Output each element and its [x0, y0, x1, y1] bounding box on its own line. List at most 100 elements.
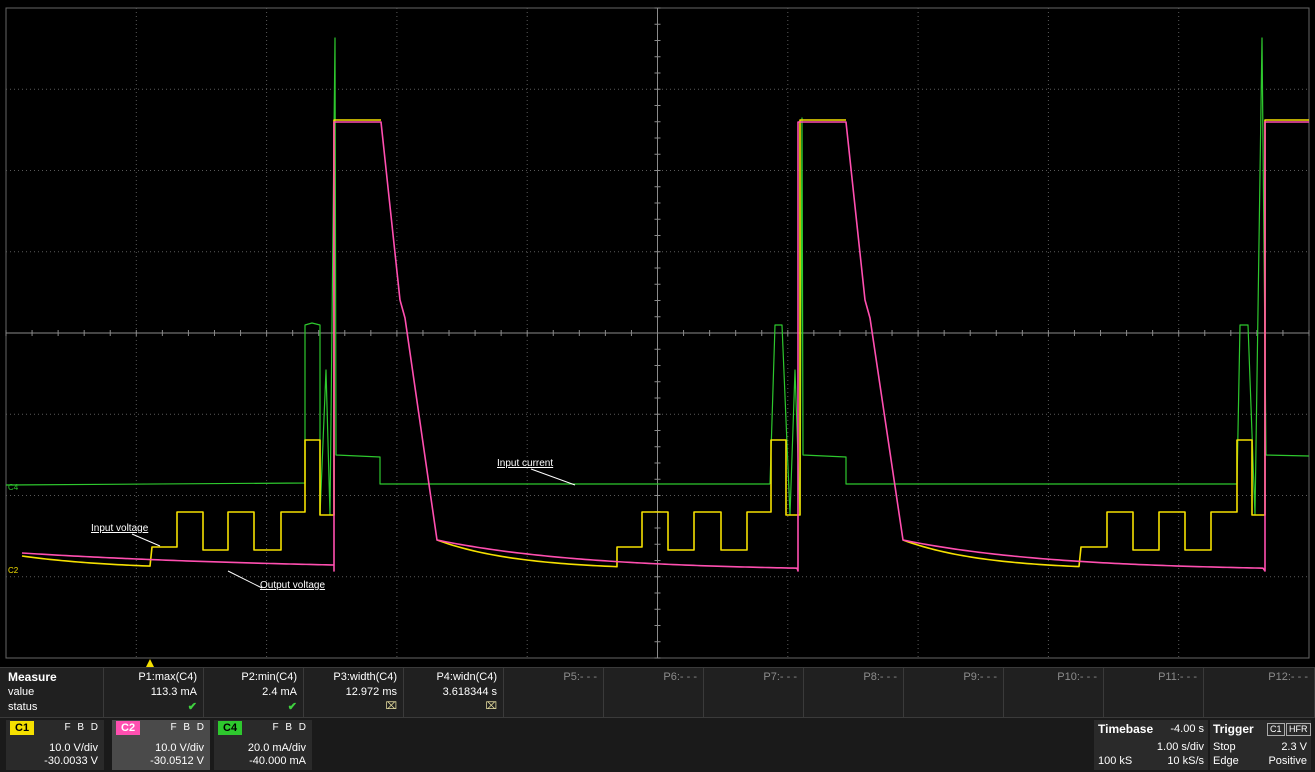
c4-level-marker[interactable]: C4 [8, 483, 19, 492]
measure-param-value [804, 685, 903, 699]
channel-c4-offset: -40.000 mA [249, 755, 306, 767]
measure-param-name: P11:- - - [1158, 671, 1197, 683]
measure-param-6[interactable]: P6:- - - [604, 668, 704, 718]
measure-param-value [1104, 685, 1203, 699]
channel-c2-descriptor[interactable]: C2 F B D 10.0 V/div -30.0512 V [112, 720, 210, 770]
c1-trace-cycle-3 [902, 119, 1309, 568]
measure-row-value-label: value [8, 686, 35, 698]
timebase-per-div: 1.00 s/div [1156, 741, 1204, 753]
channel-c4-vdiv: 20.0 mA/div [247, 742, 306, 754]
measure-param-7[interactable]: P7:- - - [704, 668, 804, 718]
measure-param-11[interactable]: P11:- - - [1104, 668, 1204, 718]
input-current-label: Input current [497, 458, 553, 469]
measure-param-status [1004, 700, 1103, 714]
measure-param-value: 2.4 mA [262, 686, 297, 698]
measure-row-status-label: status [8, 701, 38, 713]
trigger-descriptor[interactable]: Trigger C1 HFR Stop 2.3 V Edge Positive [1210, 720, 1311, 770]
input-current-leader [530, 468, 576, 486]
channel-c1-tag: C1 [10, 721, 35, 735]
measure-param-status [1204, 700, 1314, 714]
input-voltage-leader [131, 533, 161, 547]
measure-param-4[interactable]: P4:widn(C4) 3.618344 s ⌧ [404, 668, 504, 718]
measure-param-name: P8:- - - [863, 671, 897, 683]
measure-param-2[interactable]: P2:min(C4) 2.4 mA ✔ [204, 668, 304, 718]
trigger-label: Trigger [1213, 722, 1254, 736]
channel-c2-offset: -30.0512 V [150, 755, 204, 767]
channel-c4-descriptor[interactable]: C4 F B D 20.0 mA/div -40.000 mA [214, 720, 312, 770]
measure-param-status [504, 700, 603, 714]
channel-c1-vdiv: 10.0 V/div [49, 742, 98, 754]
trigger-type: Edge [1213, 755, 1239, 767]
measure-table: Measure value status P1:max(C4) 113.3 mA ✔… [0, 667, 1315, 718]
measure-param-name: P1:max(C4) [138, 671, 197, 683]
trigger-mode-tag: HFR [1286, 723, 1311, 736]
trigger-slope: Positive [1268, 755, 1307, 767]
measure-param-value: 113.3 mA [150, 686, 197, 698]
measure-param-3[interactable]: P3:width(C4) 12.972 ms ⌧ [304, 668, 404, 718]
measure-param-status: ⌧ [385, 701, 397, 712]
trigger-mode: Stop [1213, 741, 1236, 753]
measure-param-status [604, 700, 703, 714]
measure-param-status [904, 700, 1003, 714]
waveform-traces [5, 37, 1310, 572]
measure-param-status: ✔ [287, 701, 297, 713]
measure-param-status: ✔ [187, 701, 197, 713]
channel-c4-tag: C4 [218, 721, 243, 735]
channel-c4-flags: F B D [272, 722, 308, 733]
c1-trace-cycle-2 [436, 119, 846, 568]
timebase-rate: 10 kS/s [1167, 755, 1204, 767]
measure-param-name: P10:- - - [1057, 671, 1097, 683]
measure-param-status: ⌧ [485, 701, 497, 712]
c1-trace-cycle-1 [21, 119, 381, 567]
graticule [5, 7, 1310, 659]
measure-param-1[interactable]: P1:max(C4) 113.3 mA ✔ [104, 668, 204, 718]
waveform-display[interactable]: C4 C2 Input current Input voltage Output… [0, 0, 1315, 667]
channel-c1-descriptor[interactable]: C1 F B D 10.0 V/div -30.0033 V [6, 720, 104, 770]
measure-param-name: P12:- - - [1268, 671, 1308, 683]
measure-param-10[interactable]: P10:- - - [1004, 668, 1104, 718]
measure-param-status [704, 700, 803, 714]
measure-title: Measure [8, 670, 57, 684]
measure-param-8[interactable]: P8:- - - [804, 668, 904, 718]
c4-trace-cycle-1 [5, 37, 770, 516]
channel-c2-vdiv: 10.0 V/div [155, 742, 204, 754]
measure-param-value: 12.972 ms [345, 686, 397, 698]
channel-c2-flags: F B D [170, 722, 206, 733]
channel-c1-offset: -30.0033 V [44, 755, 98, 767]
measure-param-name: P7:- - - [763, 671, 797, 683]
channel-descriptor-bar: C1 F B D 10.0 V/div -30.0033 V C2 F B D … [0, 717, 1315, 772]
trigger-level: 2.3 V [1281, 741, 1307, 753]
measure-param-status [804, 700, 903, 714]
measure-param-name: P9:- - - [963, 671, 997, 683]
measure-param-name: P4:widn(C4) [436, 671, 497, 683]
measure-param-value [1204, 685, 1314, 699]
measure-param-value [904, 685, 1003, 699]
measure-param-5[interactable]: P5:- - - [504, 668, 604, 718]
channel-c2-tag: C2 [116, 721, 141, 735]
timebase-delay: -4.00 s [1170, 723, 1204, 735]
measure-param-name: P3:width(C4) [333, 671, 397, 683]
c2-trace [21, 121, 1309, 572]
timebase-samples: 100 kS [1098, 755, 1133, 767]
input-voltage-label: Input voltage [91, 523, 149, 534]
output-voltage-leader [227, 570, 263, 589]
output-voltage-label: Output voltage [260, 580, 325, 591]
measure-param-value: 3.618344 s [442, 686, 497, 698]
channel-c1-flags: F B D [64, 722, 100, 733]
measure-param-value [1004, 685, 1103, 699]
measure-param-12[interactable]: P12:- - - [1204, 668, 1315, 718]
measure-param-name: P5:- - - [563, 671, 597, 683]
measure-param-name: P6:- - - [663, 671, 697, 683]
timebase-descriptor[interactable]: Timebase -4.00 s 1.00 s/div 100 kS 10 kS… [1094, 720, 1208, 770]
measure-param-9[interactable]: P9:- - - [904, 668, 1004, 718]
c4-trace-cycle-3 [1236, 37, 1310, 516]
c2-level-marker[interactable]: C2 [8, 566, 19, 575]
measure-param-status [1104, 700, 1203, 714]
trigger-source: C1 [1267, 723, 1285, 736]
measure-param-value [504, 685, 603, 699]
measure-param-value [704, 685, 803, 699]
timebase-label: Timebase [1098, 722, 1154, 736]
measure-param-value [604, 685, 703, 699]
c4-trace-cycle-2 [769, 117, 1237, 516]
trigger-position-marker[interactable] [146, 659, 154, 667]
